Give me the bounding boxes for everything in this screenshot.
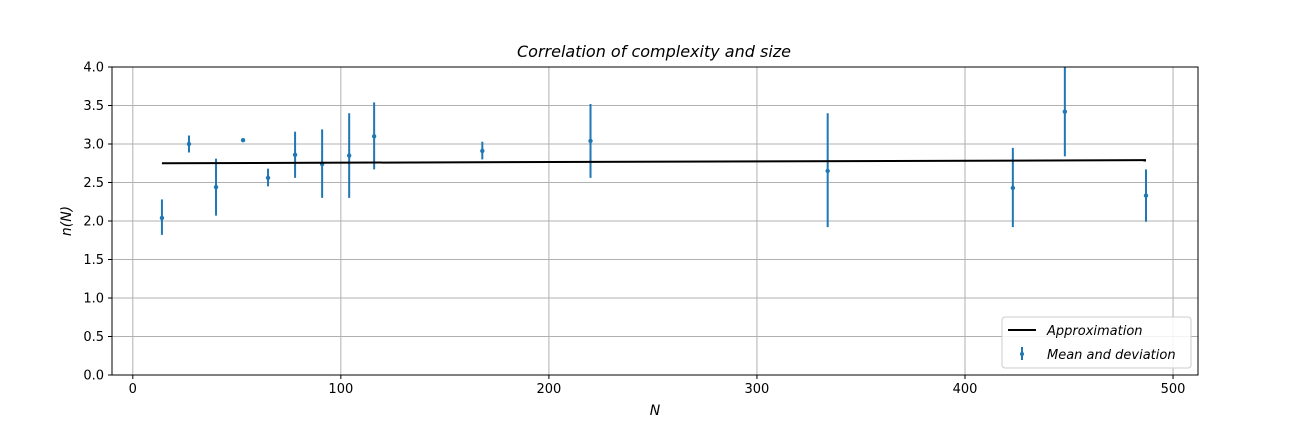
data-point [159, 215, 165, 221]
y-axis-label: n(N) [59, 206, 75, 236]
data-point [240, 137, 246, 143]
y-tick-label: 4.0 [83, 61, 104, 76]
y-tick-label: 2.5 [83, 176, 104, 191]
legend: Approximation Mean and deviation [1001, 316, 1192, 369]
approximation-line [161, 159, 1146, 165]
data-point [1143, 193, 1149, 198]
data-point [371, 134, 377, 139]
x-tick-label: 400 [953, 382, 978, 397]
data-point [1062, 109, 1068, 114]
data-point [825, 168, 830, 174]
y-tick-label: 1.5 [83, 253, 104, 268]
data-point [186, 141, 192, 147]
y-tick-label: 3.0 [83, 138, 104, 153]
x-axis-label: N [650, 403, 661, 419]
legend-point-swatch [1020, 352, 1024, 356]
data-point [346, 153, 352, 158]
x-tick-label: 300 [745, 382, 770, 397]
y-tick-label: 3.5 [83, 99, 104, 114]
data-point [292, 152, 298, 157]
y-tick-label: 2.0 [83, 215, 104, 230]
data-point [1010, 185, 1016, 191]
x-tick-label: 0 [129, 382, 137, 397]
data-point [213, 184, 219, 190]
data-point [588, 138, 593, 144]
plot-area [159, 67, 1149, 235]
y-tick-label: 0.5 [83, 330, 104, 345]
x-tick-label: 100 [328, 382, 353, 397]
chart-title: Correlation of complexity and size [517, 42, 791, 61]
legend-label-mean-deviation: Mean and deviation [1047, 348, 1176, 363]
data-point [480, 148, 485, 154]
ticks: 0 100 200 300 400 500 0.0 0.5 1.0 1.5 2.0 2.5 3.0 3.5… [83, 61, 1185, 398]
legend-label-approximation: Approximation [1046, 324, 1143, 339]
legend-box [1001, 316, 1192, 369]
x-tick-label: 500 [1161, 382, 1186, 397]
x-tick-label: 200 [536, 382, 561, 397]
y-tick-label: 0.0 [83, 369, 104, 384]
data-point [265, 175, 271, 181]
y-tick-label: 1.0 [83, 292, 104, 307]
